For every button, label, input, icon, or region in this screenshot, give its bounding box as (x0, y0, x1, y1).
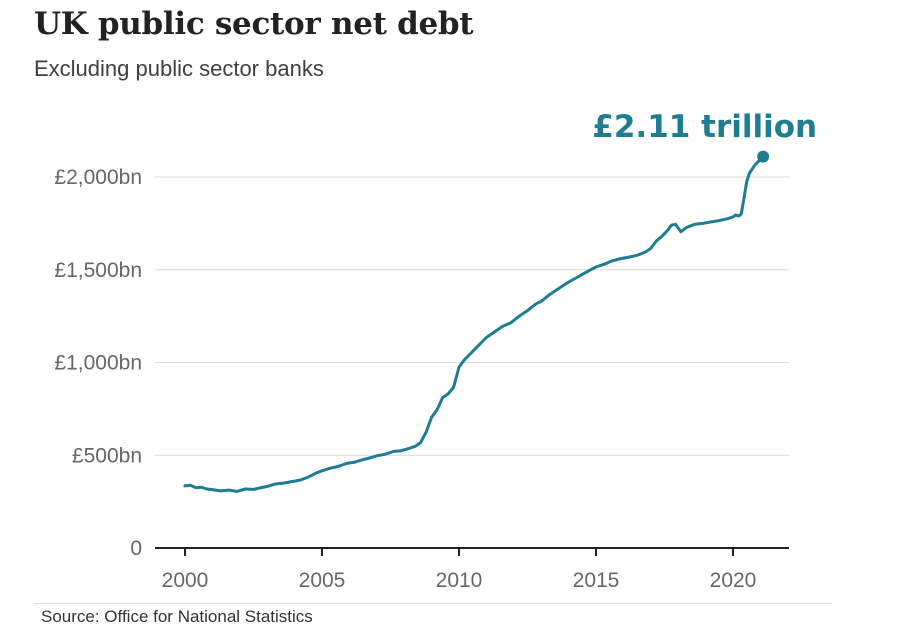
x-axis-tick-labels: 2000 2005 2010 2015 2020 (162, 569, 757, 592)
y-axis-tick-labels: 0 £500bn £1,000bn £1,500bn £2,000bn (54, 166, 142, 560)
x-tick-label: 2015 (573, 569, 620, 592)
x-tick-label: 2010 (436, 569, 483, 592)
latest-value-label: £2.11 trillion (592, 109, 817, 145)
y-tick-label: £1,500bn (54, 259, 142, 282)
debt-series-line (183, 155, 765, 493)
latest-value-point (757, 150, 770, 163)
chart-title: UK public sector net debt (34, 6, 474, 42)
y-tick-label: £2,000bn (54, 166, 142, 189)
x-tick-label: 2000 (162, 569, 209, 592)
gridlines (155, 176, 789, 456)
x-tick-label: 2020 (710, 569, 757, 592)
chart-subtitle: Excluding public sector banks (34, 56, 324, 81)
source-divider (34, 603, 832, 604)
y-tick-label: £500bn (72, 444, 142, 467)
x-tick-label: 2005 (299, 569, 346, 592)
annotation-layer: £2.11 trillion (592, 109, 817, 163)
y-tick-label: £1,000bn (54, 352, 142, 375)
source-note: Source: Office for National Statistics (41, 607, 313, 626)
x-axis (155, 547, 789, 556)
series-layer (183, 155, 765, 493)
y-tick-label: 0 (130, 537, 142, 560)
